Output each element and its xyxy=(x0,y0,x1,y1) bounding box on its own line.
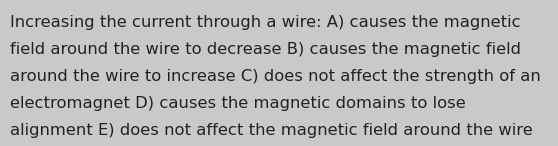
Text: alignment E) does not affect the magnetic field around the wire: alignment E) does not affect the magneti… xyxy=(10,123,533,138)
Text: electromagnet D) causes the magnetic domains to lose: electromagnet D) causes the magnetic dom… xyxy=(10,96,466,111)
Text: Increasing the current through a wire: A) causes the magnetic: Increasing the current through a wire: A… xyxy=(10,15,521,30)
Text: field around the wire to decrease B) causes the magnetic field: field around the wire to decrease B) cau… xyxy=(10,42,521,57)
Text: around the wire to increase C) does not affect the strength of an: around the wire to increase C) does not … xyxy=(10,69,541,84)
